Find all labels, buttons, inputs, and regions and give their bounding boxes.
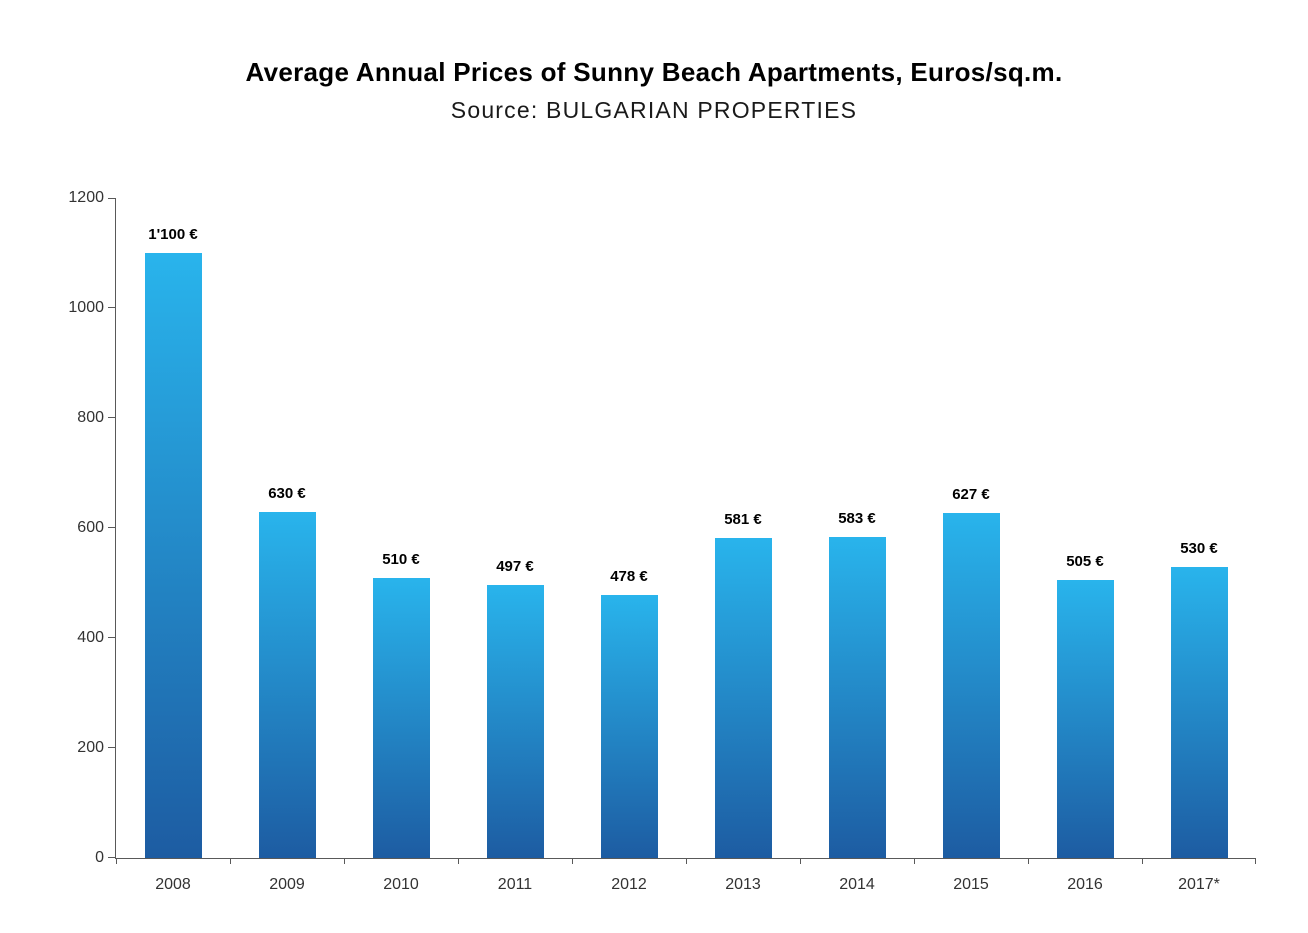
y-axis-tick-mark (108, 747, 116, 748)
bar-value-label: 530 € (1180, 539, 1218, 557)
y-axis-tick-label: 800 (77, 409, 104, 426)
y-axis-tick-label: 200 (77, 739, 104, 756)
bar-value-label: 505 € (1066, 553, 1104, 571)
x-axis-tick-label: 2017* (1178, 876, 1220, 893)
bar-value-label: 581 € (724, 511, 762, 529)
bar-value-label: 627 € (952, 486, 990, 504)
bar-value-label: 497 € (496, 557, 534, 575)
bar-value-label: 1'100 € (148, 226, 198, 243)
y-axis-tick-label: 400 (77, 629, 104, 646)
bar (144, 253, 202, 858)
bar (1056, 580, 1114, 858)
bar-value-label: 510 € (382, 550, 420, 568)
x-axis-tick-mark (230, 858, 231, 864)
bar (714, 538, 772, 858)
x-axis-tick-label: 2008 (155, 876, 191, 893)
y-axis-tick-mark (108, 198, 116, 199)
bar-value-label: 478 € (610, 568, 648, 586)
y-axis-tick-label: 600 (77, 519, 104, 536)
y-axis-tick-label: 1000 (68, 299, 104, 316)
plot-area: 0 200 400 600 800 1000 1200 1'100 € 2008 630 € 200… (68, 189, 1256, 893)
y-axis-tick-mark (108, 637, 116, 638)
chart-title: Average Annual Prices of Sunny Beach Apa… (245, 57, 1063, 87)
y-axis-tick-label: 0 (95, 849, 104, 866)
bar (600, 595, 658, 858)
x-axis-tick-mark (116, 858, 117, 864)
x-axis-tick-label: 2015 (953, 876, 989, 893)
x-axis-tick-mark (572, 858, 573, 864)
bar (372, 577, 430, 858)
bar (828, 537, 886, 858)
y-axis-tick-mark (108, 857, 116, 858)
x-axis-tick-label: 2013 (725, 876, 761, 893)
x-axis-tick-mark (800, 858, 801, 864)
x-axis-tick-label: 2009 (269, 876, 305, 893)
y-axis-tick-label: 1200 (68, 189, 104, 206)
y-axis-tick-mark (108, 307, 116, 308)
x-axis-tick-label: 2012 (611, 876, 647, 893)
x-axis-tick-mark (914, 858, 915, 864)
chart-subtitle: Source: BULGARIAN PROPERTIES (450, 97, 858, 123)
x-axis-tick-label: 2014 (839, 876, 875, 893)
bar (1170, 566, 1228, 858)
bar-value-label: 630 € (268, 484, 306, 502)
bar (486, 584, 544, 858)
bar (942, 513, 1000, 858)
x-axis-tick-mark (1028, 858, 1029, 864)
bar (258, 511, 316, 858)
x-axis-tick-label: 2011 (497, 876, 533, 893)
y-axis-tick-mark (108, 417, 116, 418)
y-axis-tick-mark (108, 527, 116, 528)
bar-value-label: 583 € (838, 510, 876, 528)
x-axis-tick-mark (686, 858, 687, 864)
x-axis-tick-mark (458, 858, 459, 864)
x-axis-tick-label: 2010 (383, 876, 419, 893)
x-axis-tick-mark (1255, 858, 1256, 864)
x-axis-tick-mark (344, 858, 345, 864)
x-axis-tick-label: 2016 (1067, 876, 1103, 893)
x-axis-tick-mark (1142, 858, 1143, 864)
